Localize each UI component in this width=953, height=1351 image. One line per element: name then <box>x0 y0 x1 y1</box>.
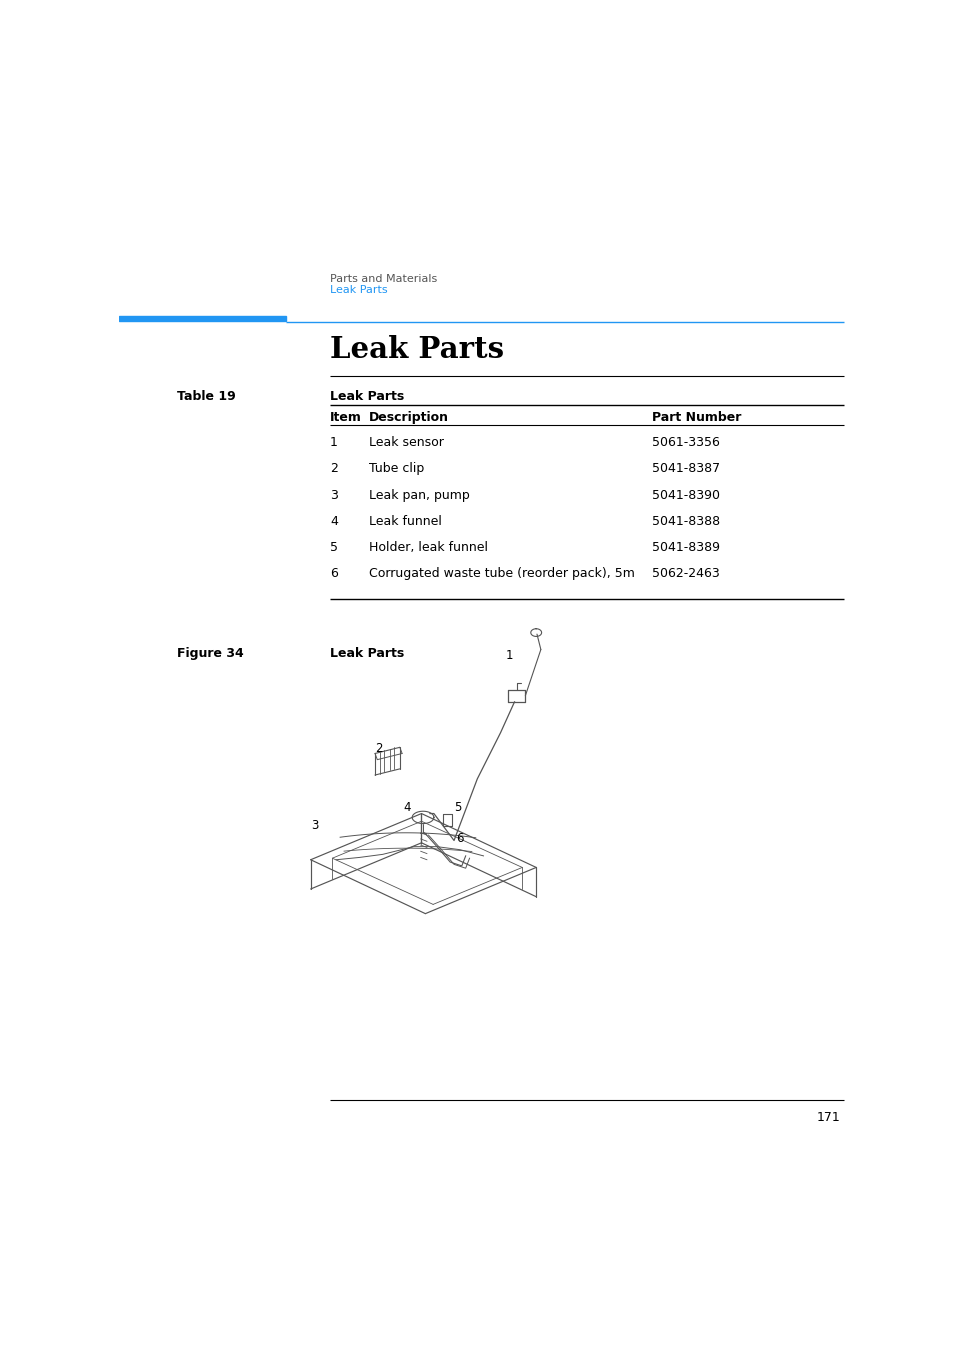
Text: 4: 4 <box>403 801 410 813</box>
Text: Leak Parts: Leak Parts <box>330 647 404 661</box>
Text: 5: 5 <box>454 801 461 813</box>
Text: 5: 5 <box>330 540 337 554</box>
Text: 5061-3356: 5061-3356 <box>652 436 720 450</box>
Text: 5041-8390: 5041-8390 <box>652 489 720 501</box>
Text: 5041-8387: 5041-8387 <box>652 462 720 476</box>
Text: Leak sensor: Leak sensor <box>369 436 443 450</box>
Text: Figure 34: Figure 34 <box>177 647 244 661</box>
Text: Table 19: Table 19 <box>177 390 236 403</box>
Text: Leak pan, pump: Leak pan, pump <box>369 489 469 501</box>
Text: Parts and Materials: Parts and Materials <box>330 274 436 284</box>
Text: 3: 3 <box>330 489 337 501</box>
Text: Part Number: Part Number <box>652 411 741 424</box>
Text: 5062-2463: 5062-2463 <box>652 567 720 580</box>
Text: Corrugated waste tube (reorder pack), 5m: Corrugated waste tube (reorder pack), 5m <box>369 567 634 580</box>
Text: 3: 3 <box>311 819 318 832</box>
Text: 2: 2 <box>375 742 382 755</box>
Text: Tube clip: Tube clip <box>369 462 423 476</box>
Text: Description: Description <box>369 411 448 424</box>
Text: Holder, leak funnel: Holder, leak funnel <box>369 540 487 554</box>
Text: 1: 1 <box>330 436 337 450</box>
Text: Leak Parts: Leak Parts <box>330 335 503 365</box>
Text: 5041-8388: 5041-8388 <box>652 515 720 528</box>
Text: Item: Item <box>330 411 361 424</box>
Text: 4: 4 <box>330 515 337 528</box>
Text: Leak Parts: Leak Parts <box>330 285 387 296</box>
Bar <box>119 316 286 320</box>
Text: Leak Parts: Leak Parts <box>330 390 404 403</box>
Text: 6: 6 <box>456 832 463 844</box>
Text: 1: 1 <box>505 650 513 662</box>
Text: Leak funnel: Leak funnel <box>369 515 441 528</box>
Text: 2: 2 <box>330 462 337 476</box>
Text: 6: 6 <box>330 567 337 580</box>
Text: 171: 171 <box>816 1111 840 1124</box>
Text: 5041-8389: 5041-8389 <box>652 540 720 554</box>
